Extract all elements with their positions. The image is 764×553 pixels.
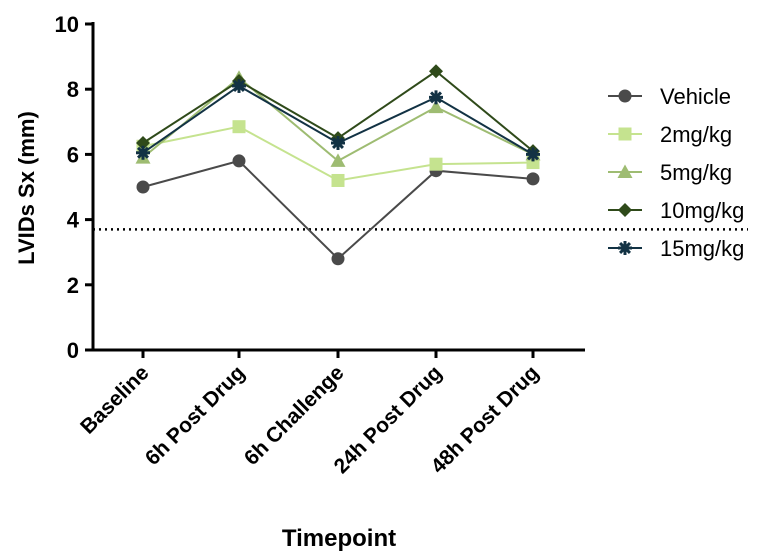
y-tick-label: 6 [67, 142, 79, 167]
data-point [136, 135, 150, 150]
series-group [135, 64, 541, 266]
circle-marker [618, 89, 632, 103]
data-point [428, 99, 444, 114]
legend-marker [618, 203, 632, 217]
data-point [232, 78, 246, 93]
triangle-marker [617, 164, 633, 178]
triangle-marker [330, 153, 346, 167]
x-axis-title: Timepoint [282, 525, 396, 552]
data-point [232, 154, 246, 168]
axes-group: 0 2 4 6 8 10 [55, 12, 585, 363]
asterisk-center [139, 149, 147, 157]
legend-item: 10mg/kg [608, 198, 744, 223]
legend-label: 10mg/kg [660, 198, 744, 223]
data-point [232, 120, 246, 134]
y-tick-label: 4 [67, 208, 80, 233]
diamond-marker [136, 135, 150, 150]
x-tick-label: Baseline [76, 361, 153, 438]
circle-marker [331, 252, 345, 266]
legend-label: 5mg/kg [660, 160, 732, 185]
asterisk-center [432, 93, 440, 101]
data-point [429, 157, 443, 171]
legend-label: 2mg/kg [660, 122, 732, 147]
legend-label: 15mg/kg [660, 236, 744, 261]
data-point [429, 64, 443, 79]
y-tick-label: 8 [67, 77, 79, 102]
y-tick-label: 0 [67, 338, 79, 363]
square-marker [618, 127, 632, 141]
data-point [331, 252, 345, 266]
triangle-marker [428, 99, 444, 114]
legend-marker [618, 127, 632, 141]
data-point [331, 173, 345, 187]
circle-marker [232, 154, 246, 168]
legend-marker [618, 89, 632, 103]
asterisk-center [621, 244, 629, 252]
x-tick-label: 6h Challenge [240, 361, 349, 470]
square-marker [232, 120, 246, 134]
legend-label: Vehicle [660, 84, 731, 109]
y-tick-label: 2 [67, 273, 79, 298]
asterisk-center [334, 139, 342, 147]
y-tick-label: 10 [55, 12, 79, 37]
data-point [526, 172, 540, 186]
data-point [429, 90, 443, 105]
asterisk-center [235, 82, 243, 90]
data-point [526, 147, 540, 162]
legend-item: Vehicle [608, 84, 731, 109]
series-5mg-kg [135, 70, 541, 167]
series-15mg-kg [136, 78, 540, 162]
legend-item: 15mg/kg [608, 236, 744, 261]
circle-marker [526, 172, 540, 186]
data-point [136, 145, 150, 160]
y-axis-title: LVIDs Sx (mm) [14, 111, 39, 265]
legend-item: 5mg/kg [608, 160, 732, 185]
asterisk-center [529, 150, 537, 158]
legend: Vehicle 2mg/kg 5mg/kg 10mg/kg 15mg/kg [608, 84, 744, 261]
legend-item: 2mg/kg [608, 122, 732, 147]
data-point [136, 180, 150, 194]
square-marker [429, 157, 443, 171]
legend-marker [618, 241, 632, 255]
diamond-marker [618, 203, 632, 217]
data-point [331, 135, 345, 150]
x-tick-label: 6h Post Drug [141, 361, 250, 470]
square-marker [331, 173, 345, 187]
circle-marker [136, 180, 150, 194]
series-vehicle [136, 154, 540, 266]
legend-marker [617, 164, 633, 178]
diamond-marker [429, 64, 443, 79]
data-point [330, 153, 346, 167]
